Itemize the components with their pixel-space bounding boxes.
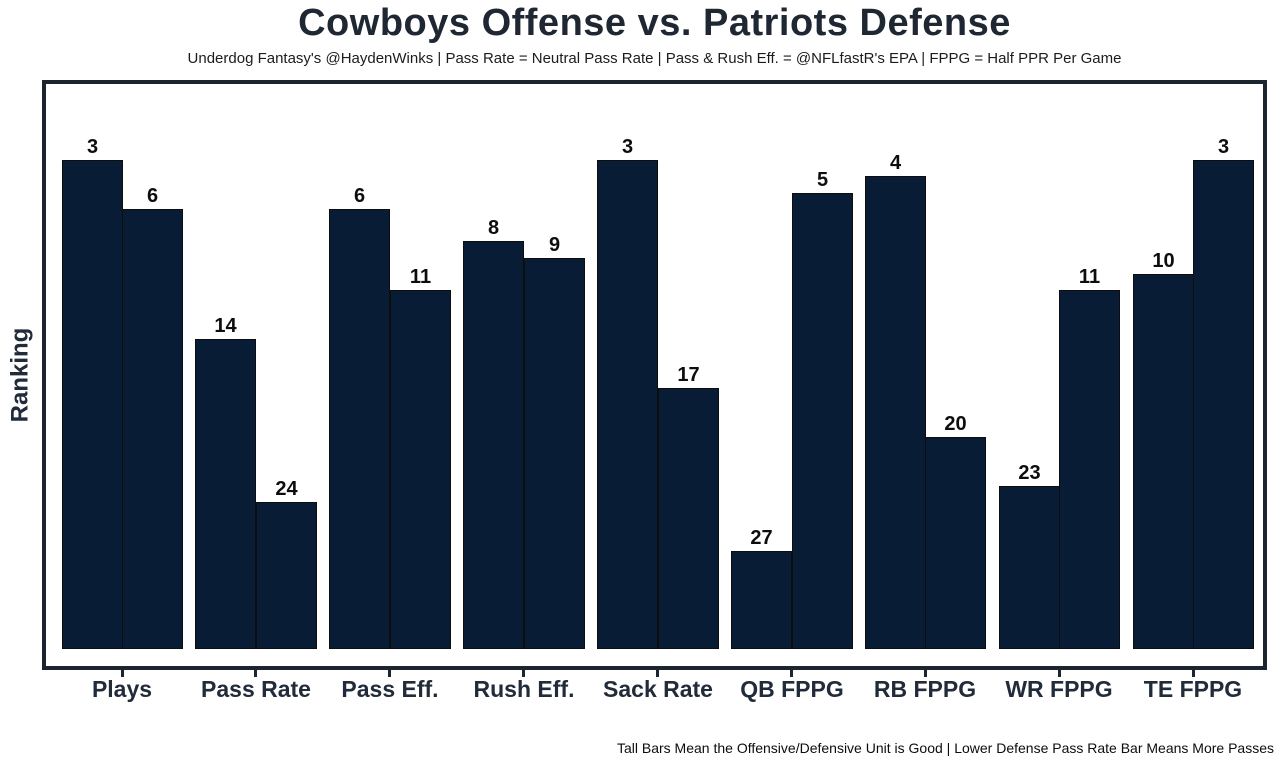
bar bbox=[1133, 274, 1194, 649]
bar-value-label: 3 bbox=[621, 136, 634, 158]
bar-value-label: 8 bbox=[487, 217, 500, 239]
bar bbox=[256, 502, 317, 649]
bar bbox=[658, 388, 719, 649]
x-axis-label: Rush Eff. bbox=[473, 676, 575, 702]
x-axis-label: Pass Eff. bbox=[341, 676, 439, 702]
bar-value-label: 11 bbox=[1078, 266, 1101, 288]
bar bbox=[865, 176, 926, 649]
x-axis-tick bbox=[924, 670, 927, 677]
bar bbox=[463, 241, 524, 649]
bar bbox=[390, 290, 451, 649]
bar-value-label: 20 bbox=[944, 413, 967, 435]
bar bbox=[1193, 160, 1254, 649]
chart-footnote: Tall Bars Mean the Offensive/Defensive U… bbox=[616, 740, 1274, 756]
bar bbox=[195, 339, 256, 649]
bar-value-label: 27 bbox=[750, 527, 773, 549]
x-axis-tick bbox=[790, 670, 793, 677]
x-axis-label: Plays bbox=[91, 676, 153, 702]
bar bbox=[925, 437, 986, 649]
x-axis-tick bbox=[1192, 670, 1195, 677]
x-axis-tick bbox=[1058, 670, 1061, 677]
x-axis-label: Pass Rate bbox=[201, 676, 311, 702]
bar-value-label: 5 bbox=[816, 169, 829, 191]
bar-value-label: 6 bbox=[146, 185, 159, 207]
x-axis-label: RB FPPG bbox=[873, 676, 977, 702]
bar bbox=[62, 160, 123, 649]
plot-area: 3 6 14 24 6 11 8 9 3 17 27 5 4 20 23 11 10 3 bbox=[42, 80, 1267, 670]
x-axis-tick bbox=[522, 670, 525, 677]
x-axis-label: TE FPPG bbox=[1143, 676, 1243, 702]
x-axis-label: WR FPPG bbox=[1005, 676, 1113, 702]
bar bbox=[731, 551, 792, 649]
x-axis-tick bbox=[656, 670, 659, 677]
x-axis-tick bbox=[388, 670, 391, 677]
bar bbox=[524, 258, 585, 649]
bar-value-label: 23 bbox=[1018, 462, 1041, 484]
y-axis-label: Ranking bbox=[6, 327, 33, 423]
bar-value-label: 3 bbox=[86, 136, 99, 158]
bar bbox=[792, 193, 853, 649]
x-axis-tick bbox=[254, 670, 257, 677]
bar-value-label: 4 bbox=[889, 152, 902, 174]
bar bbox=[329, 209, 390, 649]
x-axis-label: Sack Rate bbox=[603, 676, 713, 702]
chart-title: Cowboys Offense vs. Patriots Defense bbox=[298, 2, 1011, 44]
bar bbox=[999, 486, 1060, 649]
x-axis-label: QB FPPG bbox=[740, 676, 844, 702]
bar bbox=[1059, 290, 1120, 649]
bar-value-label: 6 bbox=[353, 185, 366, 207]
bar-value-label: 3 bbox=[1217, 136, 1230, 158]
y-axis: Ranking bbox=[0, 80, 40, 670]
bar-value-label: 14 bbox=[214, 315, 237, 337]
chart-subtitle: Underdog Fantasy's @HaydenWinks | Pass R… bbox=[187, 50, 1122, 67]
bar-value-label: 17 bbox=[677, 364, 700, 386]
bar bbox=[122, 209, 183, 649]
bar-value-label: 9 bbox=[548, 234, 561, 256]
bar-value-label: 10 bbox=[1152, 250, 1175, 272]
bars-layer: 3 6 14 24 6 11 8 9 3 17 27 5 4 20 23 11 10 3 bbox=[46, 84, 1263, 666]
bar-value-label: 11 bbox=[409, 266, 432, 288]
bar-value-label: 24 bbox=[275, 478, 298, 500]
bar bbox=[597, 160, 658, 649]
x-axis-tick bbox=[121, 670, 124, 677]
